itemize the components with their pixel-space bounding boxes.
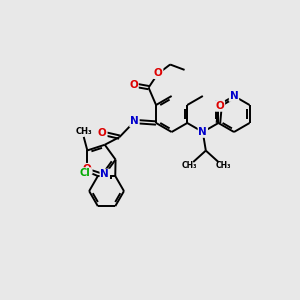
Text: N: N	[214, 100, 223, 110]
Text: N: N	[130, 116, 139, 127]
Text: Cl: Cl	[80, 168, 91, 178]
Text: CH₃: CH₃	[75, 127, 92, 136]
Text: O: O	[154, 68, 163, 78]
Text: N: N	[198, 127, 207, 137]
Text: N: N	[100, 169, 109, 179]
Text: O: O	[129, 80, 138, 90]
Text: O: O	[83, 164, 92, 174]
Text: CH₃: CH₃	[216, 161, 232, 170]
Text: N: N	[230, 91, 238, 101]
Text: O: O	[98, 128, 107, 139]
Text: CH₃: CH₃	[182, 161, 197, 170]
Text: O: O	[215, 101, 224, 111]
